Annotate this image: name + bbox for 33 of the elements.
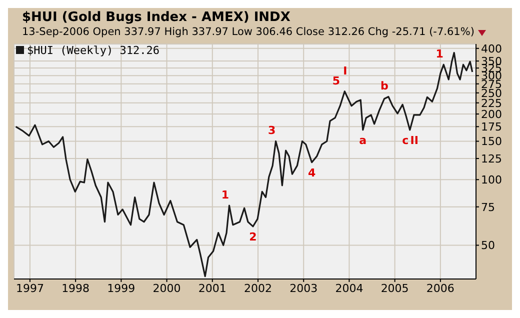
annotation: b (380, 80, 388, 93)
x-tick-label: 1998 (62, 282, 90, 295)
x-tick-label: 2004 (335, 282, 364, 295)
annotation: I (343, 64, 348, 78)
y-tick-label: 225 (481, 96, 502, 110)
y-tick-label: 100 (481, 174, 502, 187)
x-tick-label: 2000 (152, 282, 181, 295)
annotation: 1 (221, 188, 230, 202)
annotation: 2 (249, 230, 257, 244)
y-tick-label: 50 (481, 239, 495, 252)
y-tick-label: 125 (481, 152, 502, 166)
x-tick-label: 2003 (290, 282, 318, 295)
x-tick-label: 2002 (244, 282, 272, 295)
x-tick-label: 2006 (426, 282, 454, 295)
x-tick-label: 2001 (198, 282, 226, 295)
annotation: 1 (436, 48, 444, 61)
annotation: 5 (332, 74, 340, 88)
y-tick-label: 150 (481, 135, 502, 148)
x-tick-label: 1999 (107, 282, 136, 295)
annotation: 3 (268, 124, 276, 138)
legend-label: $HUI (Weekly) 312.26 (26, 44, 160, 57)
x-tick-label: 2005 (380, 282, 409, 295)
y-tick-label: 400 (481, 42, 502, 56)
annotation: 4 (308, 166, 316, 180)
y-tick-label: 200 (481, 108, 502, 121)
y-tick-label: 75 (481, 200, 495, 214)
annotation: a (359, 134, 367, 147)
annotation: c (402, 134, 409, 147)
chart-title: $HUI (Gold Bugs Index - AMEX) INDX (22, 10, 290, 25)
annotation: II (410, 134, 418, 147)
chart-subtitle: 13-Sep-2006 Open 337.97 High 337.97 Low 306.46 Close 312.26 Chg -25.71 (-7.61%) (22, 25, 474, 40)
y-tick-label: 175 (481, 120, 502, 134)
x-tick-label: 1997 (16, 282, 44, 295)
